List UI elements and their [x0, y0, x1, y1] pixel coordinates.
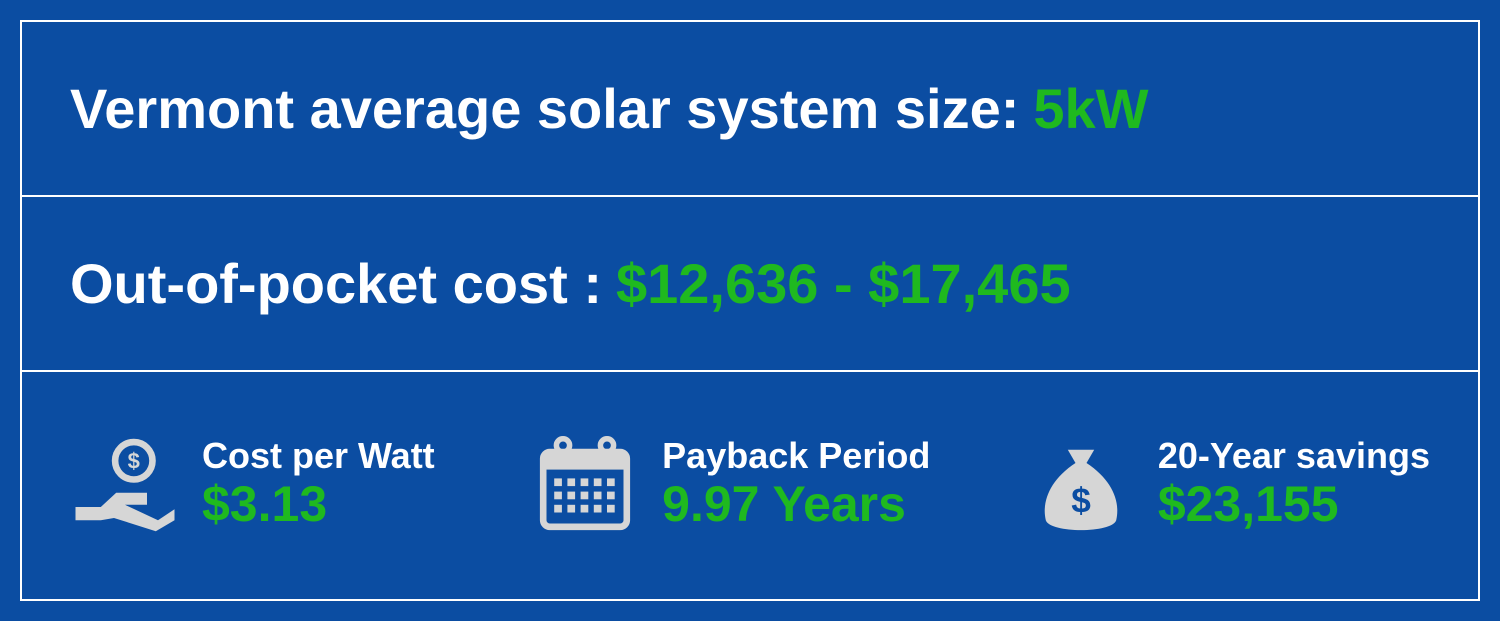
- infographic-frame: Vermont average solar system size: 5kW O…: [20, 20, 1480, 601]
- stat-text: Payback Period 9.97 Years: [662, 435, 930, 534]
- cost-label: Out-of-pocket cost :: [70, 251, 602, 316]
- system-size-row: Vermont average solar system size: 5kW: [22, 22, 1478, 197]
- money-bag-icon: $: [1026, 430, 1136, 540]
- payback-period-label: Payback Period: [662, 435, 930, 476]
- stat-text: Cost per Watt $3.13: [202, 435, 435, 534]
- payback-period-value: 9.97 Years: [662, 476, 930, 534]
- stat-cost-per-watt: $ Cost per Watt $3.13: [70, 430, 435, 540]
- cost-row: Out-of-pocket cost : $12,636 - $17,465: [22, 197, 1478, 372]
- stats-row: $ Cost per Watt $3.13: [22, 372, 1478, 597]
- stat-payback-period: Payback Period 9.97 Years: [530, 430, 930, 540]
- svg-text:$: $: [1071, 481, 1091, 520]
- system-size-label: Vermont average solar system size:: [70, 76, 1019, 141]
- cost-per-watt-label: Cost per Watt: [202, 435, 435, 476]
- svg-text:$: $: [128, 448, 140, 473]
- stat-20yr-savings: $ 20-Year savings $23,155: [1026, 430, 1430, 540]
- stat-text: 20-Year savings $23,155: [1158, 435, 1430, 534]
- hand-coin-icon: $: [70, 430, 180, 540]
- cost-per-watt-value: $3.13: [202, 476, 435, 534]
- system-size-value: 5kW: [1033, 76, 1148, 141]
- savings-label: 20-Year savings: [1158, 435, 1430, 476]
- cost-value: $12,636 - $17,465: [616, 251, 1071, 316]
- calendar-icon: [530, 430, 640, 540]
- savings-value: $23,155: [1158, 476, 1430, 534]
